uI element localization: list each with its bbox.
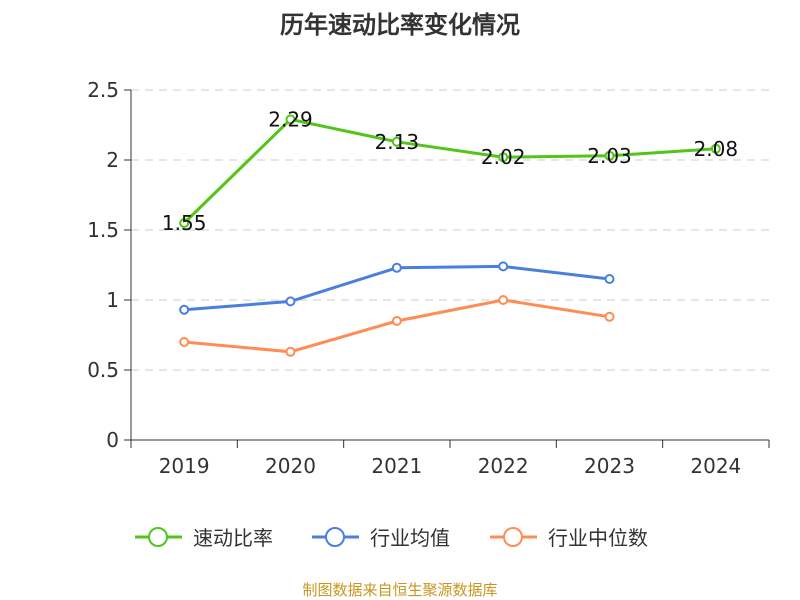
legend-label[interactable]: 行业均值 — [370, 526, 450, 550]
data-point[interactable] — [710, 143, 721, 154]
data-point[interactable] — [604, 311, 615, 322]
y-tick-label: 0 — [106, 428, 119, 452]
legend-label[interactable]: 行业中位数 — [548, 526, 648, 550]
legend-marker[interactable] — [503, 527, 523, 547]
data-point[interactable] — [498, 261, 509, 272]
x-tick-label: 2020 — [265, 454, 316, 478]
data-point[interactable] — [391, 262, 402, 273]
data-label: 2.02 — [481, 145, 526, 169]
data-point[interactable] — [179, 337, 190, 347]
x-tick-label: 2024 — [690, 454, 741, 478]
data-point[interactable] — [391, 316, 402, 326]
data-point[interactable] — [604, 274, 615, 284]
data-point[interactable] — [498, 295, 509, 305]
data-label: 2.03 — [587, 144, 632, 168]
data-point[interactable] — [285, 114, 296, 125]
y-tick-label: 0.5 — [87, 358, 119, 382]
series-line — [183, 117, 716, 225]
x-tick-label: 2022 — [478, 454, 529, 478]
chart-title: 历年速动比率变化情况 — [280, 11, 520, 39]
y-tick-label: 2 — [106, 148, 119, 172]
series-line — [184, 264, 610, 312]
data-point[interactable] — [179, 218, 190, 228]
source-note: 制图数据来自恒生聚源数据库 — [302, 581, 497, 599]
y-tick-label: 2.5 — [87, 78, 119, 102]
data-label: 2.29 — [268, 107, 313, 131]
y-tick-label: 1 — [106, 288, 119, 312]
data-point[interactable] — [285, 346, 296, 357]
legend-marker[interactable] — [325, 527, 345, 547]
legend-marker[interactable] — [148, 527, 168, 547]
legend-label[interactable]: 速动比率 — [193, 526, 273, 550]
data-point[interactable] — [179, 304, 190, 315]
data-point[interactable] — [498, 152, 509, 163]
y-tick-label: 1.5 — [87, 218, 119, 242]
data-label: 2.08 — [694, 137, 739, 161]
x-tick-label: 2023 — [584, 454, 635, 478]
x-tick-label: 2021 — [371, 454, 422, 478]
data-point[interactable] — [604, 150, 615, 161]
x-tick-label: 2019 — [159, 454, 210, 478]
data-point[interactable] — [285, 296, 296, 307]
data-point[interactable] — [391, 136, 402, 147]
data-label: 2.13 — [375, 130, 420, 154]
data-label: 1.55 — [162, 211, 207, 235]
